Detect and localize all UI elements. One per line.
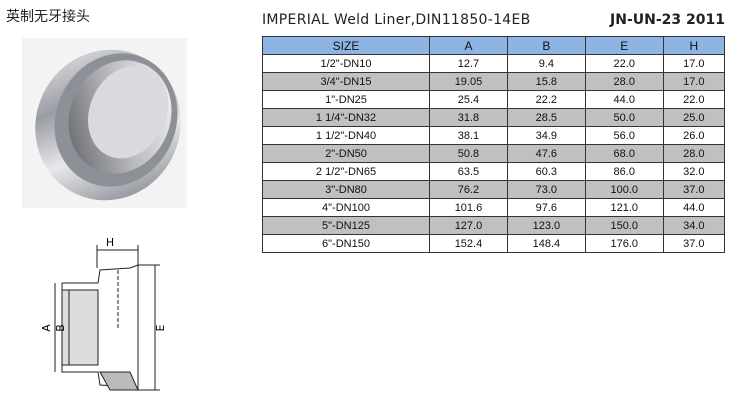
table-cell: 2 1/2"-DN65 [262,162,430,181]
table-cell: 37.0 [662,180,726,199]
table-cell: 50.0 [584,108,664,127]
table-cell: 86.0 [584,162,664,181]
table-cell: 47.6 [506,144,586,163]
table-cell: 2"-DN50 [262,144,430,163]
table-cell: 26.0 [662,126,726,145]
table-cell: 38.1 [429,126,508,145]
table-cell: 44.0 [584,90,664,109]
table-cell: 22.0 [584,54,664,73]
table-cell: 60.3 [506,162,586,181]
table-row: 5"-DN125 127.0 123.0 150.0 34.0 [262,216,726,235]
table-cell: 37.0 [662,234,726,253]
table-cell: 100.0 [584,180,664,199]
table-cell: 28.5 [506,108,586,127]
doc-title: IMPERIAL Weld Liner,DIN11850-14EB [262,12,531,28]
column-header: A [429,36,508,55]
table-cell: 34.9 [506,126,586,145]
table-row: 2"-DN50 50.8 47.6 68.0 28.0 [262,144,726,163]
doc-code: JN-UN-23 2011 [610,12,725,28]
table-cell: 3/4"-DN15 [262,72,430,91]
table-cell: 56.0 [584,126,664,145]
table-row: 6"-DN150 152.4 148.4 176.0 37.0 [262,234,726,253]
header-row: SIZE A B E H [262,36,726,55]
column-header: H [662,36,726,55]
table-cell: 17.0 [662,72,726,91]
table-cell: 1/2"-DN10 [262,54,430,73]
table-cell: 73.0 [506,180,586,199]
table-row: 3/4"-DN15 19.05 15.8 28.0 17.0 [262,72,726,91]
column-header: B [506,36,586,55]
table-cell: 4"-DN100 [262,198,430,217]
table-cell: 25.0 [662,108,726,127]
table-cell: 97.6 [506,198,586,217]
illustrations: H A B E [22,38,187,391]
table-cell: 76.2 [429,180,508,199]
table-cell: 28.0 [584,72,664,91]
table-cell: 1"-DN25 [262,90,430,109]
table-row: 3"-DN80 76.2 73.0 100.0 37.0 [262,180,726,199]
table-cell: 1 1/2"-DN40 [262,126,430,145]
table-row: 2 1/2"-DN65 63.5 60.3 86.0 32.0 [262,162,726,181]
table-cell: 25.4 [429,90,508,109]
table-cell: 22.0 [662,90,726,109]
table-cell: 63.5 [429,162,508,181]
spec-table: SIZE A B E H 1/2"-DN10 12.7 9.4 22.0 17.0 3/4"-DN1… [262,36,726,253]
table-cell: 19.05 [429,72,508,91]
table-cell: 1 1/4"-DN32 [262,108,430,127]
table-cell: 3"-DN80 [262,180,430,199]
dim-label: H [106,236,114,249]
table-cell: 32.0 [662,162,726,181]
table-row: 1/2"-DN10 12.7 9.4 22.0 17.0 [262,54,726,73]
table-cell: 6"-DN150 [262,234,430,253]
drawing [54,245,160,391]
table-cell: 12.7 [429,54,508,73]
table-cell: 68.0 [584,144,664,163]
table-cell: 152.4 [429,234,508,253]
table-cell: 22.2 [506,90,586,109]
table-cell: 17.0 [662,54,726,73]
table-row: 1 1/2"-DN40 38.1 34.9 56.0 26.0 [262,126,726,145]
table-cell: 148.4 [506,234,586,253]
table-cell: 50.8 [429,144,508,163]
table-cell: 123.0 [506,216,586,235]
table-row: 1 1/4"-DN32 31.8 28.5 50.0 25.0 [262,108,726,127]
table-cell: 44.0 [662,198,726,217]
table-cell: 9.4 [506,54,586,73]
table-cell: 31.8 [429,108,508,127]
table-cell: 127.0 [429,216,508,235]
table-cell: 150.0 [584,216,664,235]
table-cell: 176.0 [584,234,664,253]
column-header: SIZE [262,36,430,55]
ring-photo [35,49,181,201]
table-row: 4"-DN100 101.6 97.6 121.0 44.0 [262,198,726,217]
table-cell: 121.0 [584,198,664,217]
dim-label: A [40,324,53,332]
product-name: 英制无牙接头 [6,9,90,25]
table-cell: 34.0 [662,216,726,235]
table-cell: 28.0 [662,144,726,163]
dim-label: B [54,324,67,332]
table-cell: 15.8 [506,72,586,91]
table-row: 1"-DN25 25.4 22.2 44.0 22.0 [262,90,726,109]
table-cell: 5"-DN125 [262,216,430,235]
table-cell: 101.6 [429,198,508,217]
column-header: E [584,36,664,55]
dim-label: E [154,324,167,331]
